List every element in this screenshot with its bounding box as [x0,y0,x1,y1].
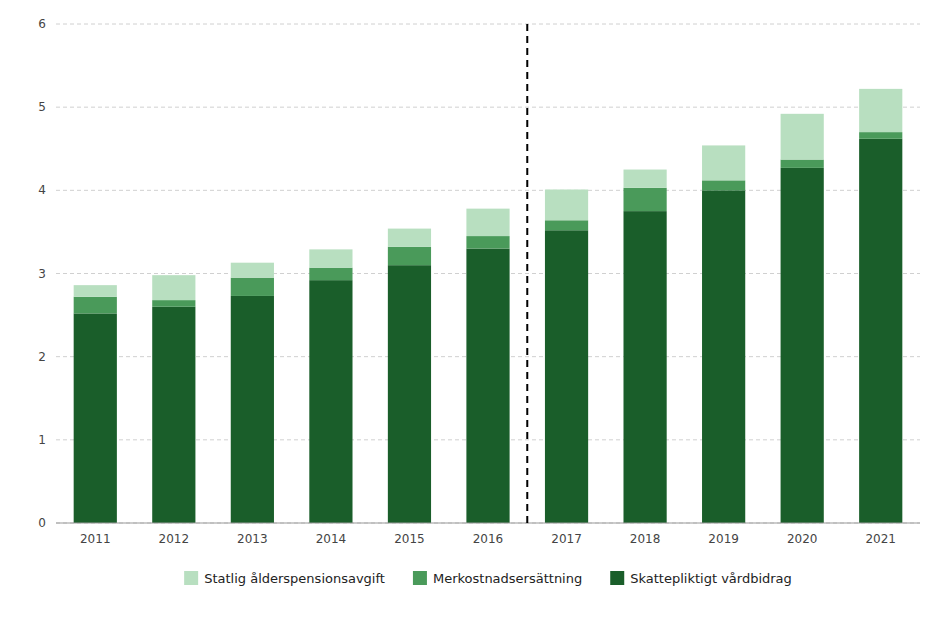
bar-segment [231,263,274,278]
y-tick-label: 4 [38,183,46,197]
legend-item: Merkostnadsersättning [413,571,582,586]
chart-container: 0123456201120122013201420152016201720182… [0,0,944,619]
x-tick-label: 2020 [787,532,818,546]
bar-segment [859,132,902,139]
bar-segment [702,180,745,190]
legend-label: Statlig ålderspensionsavgift [204,571,385,586]
bar-segment [702,145,745,180]
series [74,139,903,523]
x-tick-label: 2014 [316,532,347,546]
bar-segment [466,209,509,236]
grid-line [56,24,920,25]
bar-segment [702,190,745,523]
x-tick-label: 2015 [394,532,425,546]
bar-segment [466,249,509,523]
bar-segment [623,170,666,188]
bar-segment [231,296,274,523]
bar-segment [74,285,117,297]
bar-segment [309,280,352,523]
bar-segment [545,230,588,523]
legend-item: Statlig ålderspensionsavgift [184,571,385,586]
legend-item: Skattepliktigt vårdbidrag [610,571,792,586]
bar-segment [466,236,509,248]
bar-segment [859,89,902,132]
series [74,132,903,313]
legend-swatch [610,571,624,585]
bar-segment [781,114,824,160]
bar-segment [781,160,824,168]
x-tick-label: 2019 [708,532,739,546]
x-tick-label: 2011 [80,532,111,546]
grid-line [56,107,920,108]
y-tick-label: 5 [38,100,46,114]
legend-label: Skattepliktigt vårdbidrag [630,571,792,586]
bar-segment [545,190,588,221]
x-axis: 2011 2012 2013 2014 2015 2016 2017 2018 2019 2020… [56,523,920,546]
bar-segment [152,275,195,300]
legend-label: Merkostnadsersättning [433,571,582,586]
bar-segment [152,307,195,523]
x-tick-label: 2017 [551,532,582,546]
bar-segment [545,220,588,230]
bar-segment [781,168,824,523]
y-axis: 0 1 2 3 4 5 6 [38,17,920,530]
y-tick-label: 6 [38,17,46,31]
legend: Statlig ålderspensionsavgift Merkostnadse… [184,571,792,586]
bar-segment [388,247,431,265]
x-tick-label: 2012 [159,532,190,546]
grid-line [56,523,920,524]
x-axis-line [56,523,920,524]
bar-segment [388,265,431,523]
bar-segment [74,313,117,523]
y-tick-label: 3 [38,267,46,281]
divider-line [526,24,528,523]
bar-segment [309,249,352,267]
series [74,89,903,300]
bar-segment [623,211,666,523]
bar-segment [231,278,274,296]
x-tick-label: 2018 [630,532,661,546]
x-tick-label: 2016 [473,532,504,546]
bar-segment [152,300,195,307]
y-tick-label: 0 [38,516,46,530]
bar-segment [309,268,352,280]
bar-segment [74,297,117,314]
x-tick-label: 2013 [237,532,268,546]
y-tick-label: 2 [38,350,46,364]
legend-swatch [413,571,427,585]
x-tick-label: 2021 [865,532,896,546]
bar-segment [859,139,902,523]
legend-swatch [184,571,198,585]
y-tick-label: 1 [38,433,46,447]
bars [74,89,903,523]
chart: 0123456201120122013201420152016201720182… [0,0,944,619]
bar-segment [623,188,666,211]
bar-segment [388,229,431,247]
